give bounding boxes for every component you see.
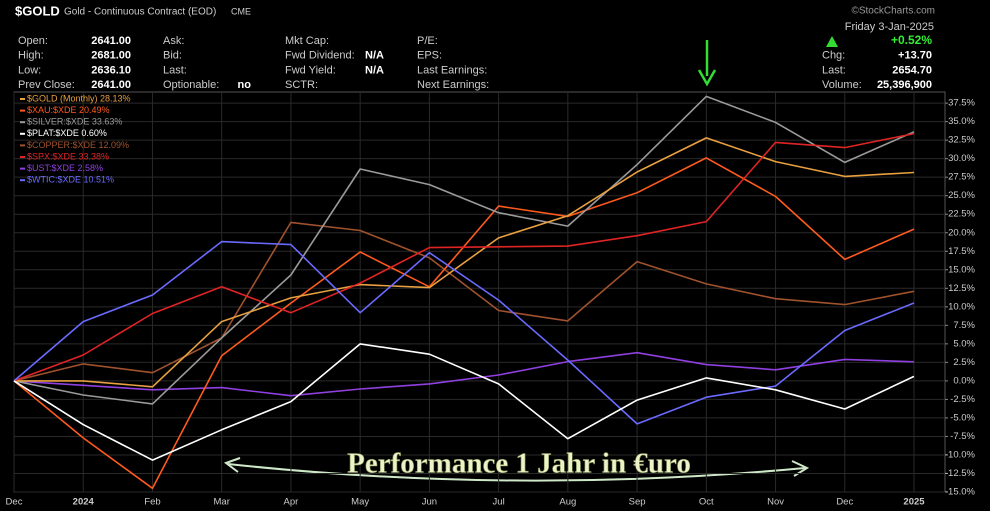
x-tick-label: Feb (144, 497, 160, 508)
series-line (13, 343, 915, 461)
exchange: CME (231, 6, 251, 16)
x-tick-label: Sep (629, 497, 646, 508)
quote-value: 2641.00 (91, 79, 131, 91)
quote-value: 2681.00 (91, 50, 131, 62)
y-tick-label: 10.0% (948, 301, 975, 312)
quote-value: N/A (365, 50, 384, 62)
quote-label: Open: (18, 35, 48, 47)
quote-label: Low: (18, 64, 41, 76)
legend-label: $COPPER:$XDE 12.09% (27, 140, 129, 150)
arrow (697, 40, 717, 87)
quote-label: P/E: (417, 35, 438, 47)
x-tick-label: Nov (767, 497, 784, 508)
legend-label: $WTIC:$XDE 10.51% (27, 175, 114, 185)
quote-label: Last: (822, 64, 846, 76)
y-tick-label: 25.0% (948, 190, 975, 201)
quote-label: Bid: (163, 50, 182, 62)
date: Friday 3-Jan-2025 (845, 21, 934, 33)
y-tick-label: 5.0% (953, 338, 975, 349)
x-tick-label: Oct (699, 497, 714, 508)
quote-value: 2641.00 (91, 35, 131, 47)
y-tick-label: 2.5% (953, 357, 975, 368)
y-tick-label: 22.5% (948, 209, 975, 220)
x-tick-label: 2024 (73, 497, 95, 508)
quote-label: Optionable: (163, 79, 219, 91)
legend-label: $SPX:$XDE 33.38% (27, 151, 109, 161)
x-tick-label: Jun (422, 497, 437, 508)
quote-label: Mkt Cap: (285, 35, 329, 47)
y-tick-label: -5.0% (950, 412, 975, 423)
y-tick-label: 20.0% (948, 227, 975, 238)
quote-value: no (238, 79, 252, 91)
quote-label: Fwd Dividend: (285, 50, 355, 62)
quote-value: 2654.70 (892, 64, 932, 76)
y-tick-label: 17.5% (948, 246, 975, 257)
series-line (14, 137, 915, 388)
quote-label: Ask: (163, 35, 184, 47)
description: Gold - Continuous Contract (EOD) (64, 7, 216, 18)
x-tick-label: Dec (836, 497, 853, 508)
y-tick-label: -7.5% (950, 431, 975, 442)
y-tick-label: 35.0% (948, 116, 975, 127)
x-tick-label: May (351, 497, 369, 508)
quote-label: Next Earnings: (417, 79, 489, 91)
x-tick-label: Mar (214, 497, 230, 508)
y-tick-label: 0.0% (953, 375, 975, 386)
x-tick-label: 2025 (903, 497, 925, 508)
y-tick-label: 15.0% (948, 264, 975, 275)
quote-value: +13.70 (898, 50, 932, 62)
quote-value: N/A (365, 64, 384, 76)
y-tick-label: 30.0% (948, 153, 975, 164)
quote-value: 25,396,900 (877, 79, 932, 91)
y-tick-label: -15.0% (945, 487, 976, 498)
quote-label: High: (18, 50, 44, 62)
up-triangle (826, 36, 838, 47)
quote-label: Volume: (822, 79, 862, 91)
y-tick-label: 27.5% (948, 172, 975, 183)
legend-label: $UST:$XDE 2.58% (27, 163, 103, 173)
change-pct: +0.52% (891, 33, 932, 47)
legend-label: $PLAT:$XDE 0.60% (27, 128, 107, 138)
y-tick-label: -2.5% (950, 394, 975, 405)
legend-label: $XAU:$XDE 20.49% (27, 105, 110, 115)
y-tick-label: 12.5% (948, 283, 975, 294)
copyright: ©StockCharts.com (851, 6, 935, 17)
x-tick-label: Apr (284, 497, 299, 508)
quote-label: SCTR: (285, 79, 318, 91)
quote-value: 2636.10 (91, 64, 131, 76)
series-line (13, 351, 915, 397)
x-tick-label: Jul (493, 497, 505, 508)
series-line (13, 95, 915, 405)
legend-label: $SILVER:$XDE 33.63% (27, 117, 122, 127)
quote-label: Prev Close: (18, 79, 75, 91)
y-tick-label: 37.5% (948, 98, 975, 109)
series-line (13, 221, 915, 382)
symbol: $GOLD (15, 3, 60, 18)
legend-label: $GOLD (Monthly) 28.13% (27, 93, 131, 103)
series-line (13, 132, 915, 382)
quote-label: Chg: (822, 50, 845, 62)
x-tick-label: Dec (6, 497, 23, 508)
annotation: Performance 1 Jahr in €uro (347, 448, 691, 480)
quote-label: Last Earnings: (417, 64, 487, 76)
x-tick-label: Aug (559, 497, 576, 508)
y-tick-label: 32.5% (948, 135, 975, 146)
quote-label: Fwd Yield: (285, 64, 336, 76)
y-tick-label: -12.5% (945, 468, 976, 479)
quote-label: Last: (163, 64, 187, 76)
y-tick-label: -10.0% (945, 449, 976, 460)
y-tick-label: 7.5% (953, 320, 975, 331)
quote-label: EPS: (417, 50, 442, 62)
